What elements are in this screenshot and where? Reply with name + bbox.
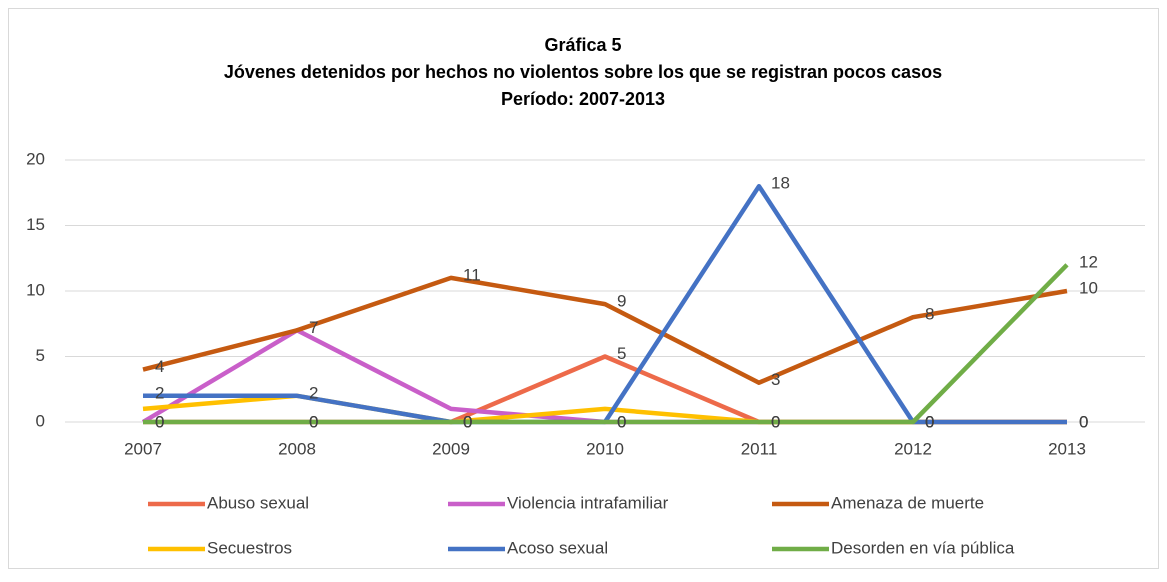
data-label: 0 <box>1079 412 1088 431</box>
data-label: 11 <box>463 265 481 284</box>
data-label: 4 <box>155 357 164 376</box>
data-label: 0 <box>617 412 626 431</box>
chart-title: Jóvenes detenidos por hechos no violento… <box>224 62 942 82</box>
x-tick-label: 2010 <box>586 439 624 458</box>
legend-label: Amenaza de muerte <box>831 493 984 512</box>
x-tick-label: 2012 <box>894 439 932 458</box>
chart-title: Período: 2007-2013 <box>501 89 665 109</box>
x-tick-label: 2013 <box>1048 439 1086 458</box>
data-label: 0 <box>309 412 318 431</box>
x-tick-label: 2007 <box>124 439 162 458</box>
legend-label: Violencia intrafamiliar <box>507 493 669 512</box>
data-label: 0 <box>771 412 780 431</box>
data-label: 18 <box>771 174 790 193</box>
legend-label: Acoso sexual <box>507 538 608 557</box>
data-label: 0 <box>1079 412 1088 431</box>
series-line <box>142 275 1068 385</box>
legend-label: Abuso sexual <box>207 493 309 512</box>
x-tick-label: 2009 <box>432 439 470 458</box>
data-label: 2 <box>309 383 318 402</box>
y-tick-label: 0 <box>36 411 45 430</box>
y-tick-label: 20 <box>26 149 45 168</box>
data-label: 0 <box>155 412 164 431</box>
series-line <box>143 263 1069 425</box>
data-label: 0 <box>155 412 164 431</box>
data-label: 7 <box>309 318 318 337</box>
chart-title: Gráfica 5 <box>544 35 621 55</box>
data-label: 0 <box>925 412 934 431</box>
data-label: 0 <box>463 412 472 431</box>
data-label: 0 <box>925 412 934 431</box>
x-tick-label: 2011 <box>741 439 778 458</box>
x-tick-label: 2008 <box>278 439 316 458</box>
data-label: 0 <box>463 412 472 431</box>
legend-label: Secuestros <box>207 538 292 557</box>
data-label: 0 <box>309 412 318 431</box>
data-label: 9 <box>617 292 626 311</box>
data-label: 0 <box>463 412 472 431</box>
y-tick-label: 5 <box>36 346 45 365</box>
data-label: 3 <box>771 370 780 389</box>
y-tick-label: 15 <box>26 215 45 234</box>
y-tick-label: 10 <box>26 280 45 299</box>
data-label: 0 <box>771 412 780 431</box>
data-label: 5 <box>617 344 626 363</box>
data-label: 10 <box>1079 278 1098 297</box>
legend-label: Desorden en vía pública <box>831 538 1015 557</box>
data-label: 2 <box>155 383 164 402</box>
chart-frame <box>8 8 1159 569</box>
data-label: 12 <box>1079 252 1098 271</box>
data-label: 0 <box>925 412 934 431</box>
data-label: 0 <box>617 412 626 431</box>
data-label: 8 <box>925 305 934 324</box>
